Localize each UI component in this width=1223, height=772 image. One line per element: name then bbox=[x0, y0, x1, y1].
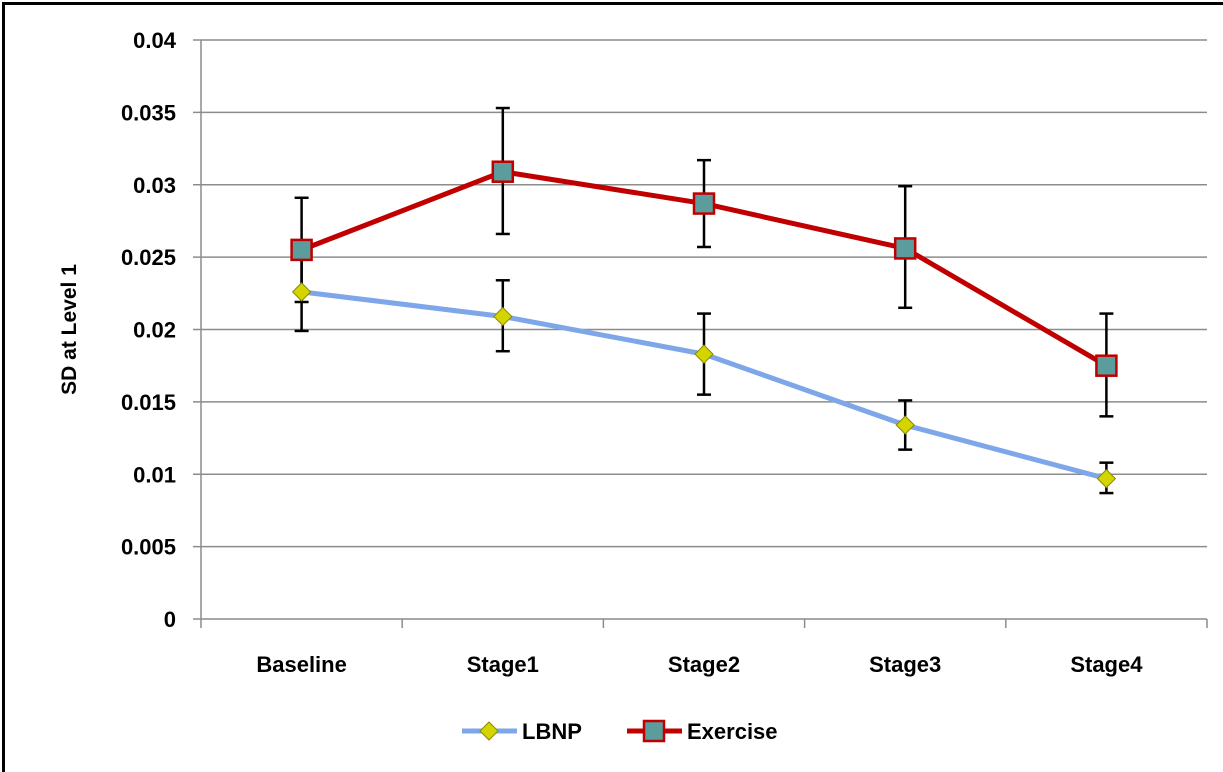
y-tick-label: 0.005 bbox=[121, 535, 176, 560]
legend-marker-lbnp bbox=[479, 721, 499, 741]
x-tick-label: Stage1 bbox=[467, 652, 539, 677]
data-point-exercise bbox=[290, 238, 313, 262]
y-tick-label: 0.03 bbox=[133, 173, 176, 198]
data-point-exercise bbox=[893, 237, 917, 260]
y-tick-label: 0.035 bbox=[121, 100, 176, 125]
data-point-exercise bbox=[491, 160, 515, 183]
legend: LBNP Exercise bbox=[462, 719, 778, 744]
legend-marker-exercise bbox=[642, 719, 666, 743]
data-point-lbnp bbox=[694, 344, 714, 364]
y-tick-label: 0.015 bbox=[121, 390, 176, 415]
data-point-lbnp bbox=[895, 415, 915, 435]
y-tick-labels: 0 0.005 0.01 0.015 0.02 0.025 0.03 0.035 0.04 bbox=[121, 28, 177, 632]
x-tick-label: Stage2 bbox=[668, 652, 740, 677]
data-point-exercise bbox=[692, 192, 716, 215]
y-tick-label: 0.025 bbox=[121, 245, 176, 270]
legend-label-exercise: Exercise bbox=[687, 719, 778, 744]
data-point-lbnp bbox=[291, 282, 312, 302]
gridlines bbox=[201, 39, 1207, 548]
y-tick-label: 0 bbox=[164, 607, 176, 632]
y-axis-title: SD at Level 1 bbox=[58, 264, 81, 395]
x-tick-label: Stage4 bbox=[1070, 652, 1143, 677]
y-tick-label: 0.01 bbox=[133, 462, 176, 487]
y-tick-label: 0.04 bbox=[133, 28, 177, 53]
y-tick-label: 0.02 bbox=[133, 318, 176, 343]
data-point-exercise bbox=[1095, 354, 1118, 377]
x-tick-label: Stage3 bbox=[869, 652, 941, 677]
x-tick-label: Baseline bbox=[256, 652, 347, 677]
legend-label-lbnp: LBNP bbox=[522, 719, 582, 744]
axes bbox=[193, 39, 1208, 628]
data-point-lbnp bbox=[493, 306, 513, 327]
data-point-lbnp bbox=[1096, 468, 1117, 489]
x-tick-labels: Baseline Stage1 Stage2 Stage3 Stage4 bbox=[256, 652, 1143, 677]
series-markers bbox=[290, 160, 1118, 489]
